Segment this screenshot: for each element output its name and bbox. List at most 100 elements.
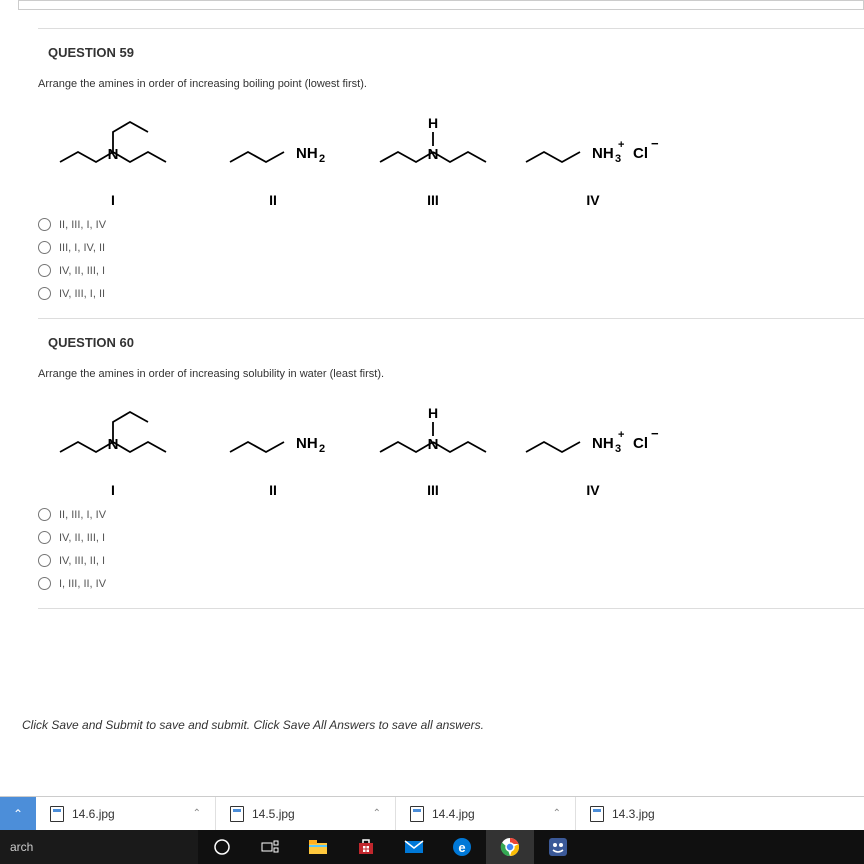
svg-text:e: e: [458, 840, 465, 855]
chevron-up-icon[interactable]: ⌃: [193, 808, 201, 819]
radio[interactable]: [38, 264, 51, 277]
svg-text:NH: NH: [592, 435, 614, 452]
radio[interactable]: [38, 218, 51, 231]
file-explorer-icon[interactable]: [294, 830, 342, 864]
option-label: IV, III, I, II: [59, 288, 105, 300]
svg-text:−: −: [651, 136, 659, 151]
edge-icon[interactable]: e: [438, 830, 486, 864]
radio[interactable]: [38, 287, 51, 300]
option-3[interactable]: IV, III, II, I: [38, 554, 864, 567]
svg-text:Cl: Cl: [633, 145, 648, 162]
cortana-icon[interactable]: [198, 830, 246, 864]
svg-text:3: 3: [615, 153, 621, 165]
structure-2: NH 2 II: [198, 394, 348, 498]
download-item-4[interactable]: 14.3.jpg: [576, 797, 696, 831]
divider: [38, 608, 864, 609]
file-icon: [590, 806, 604, 822]
chevron-up-icon[interactable]: ⌃: [373, 808, 381, 819]
structure-1: N I: [38, 104, 188, 208]
structure-4: NH 3 + Cl − IV: [518, 104, 668, 208]
chevron-up-icon[interactable]: ⌃: [553, 808, 561, 819]
structure-3: H N III: [358, 394, 508, 498]
downloads-bar: ⌃ 14.6.jpg ⌃ 14.5.jpg ⌃ 14.4.jpg ⌃ 14.3.…: [0, 796, 864, 830]
option-label: III, I, IV, II: [59, 242, 105, 254]
question-prompt: Arrange the amines in order of increasin…: [38, 368, 864, 380]
chrome-icon[interactable]: [486, 830, 534, 864]
structure-4: NH 3 + Cl − IV: [518, 394, 668, 498]
taskbar-icons: e: [198, 830, 582, 864]
structure-label: III: [358, 192, 508, 208]
download-filename: 14.4.jpg: [432, 807, 475, 821]
option-2[interactable]: IV, II, III, I: [38, 531, 864, 544]
svg-text:Cl: Cl: [633, 435, 648, 452]
svg-text:N: N: [108, 436, 119, 453]
option-4[interactable]: IV, III, I, II: [38, 287, 864, 300]
question-59: QUESTION 59 Arrange the amines in order …: [0, 29, 864, 300]
question-title: QUESTION 60: [48, 335, 864, 350]
option-label: II, III, I, IV: [59, 509, 106, 521]
structure-label: I: [38, 482, 188, 498]
structure-1: N I: [38, 394, 188, 498]
structure-label: IV: [518, 482, 668, 498]
svg-text:N: N: [108, 146, 119, 163]
chevron-up-icon: ⌃: [13, 807, 23, 821]
svg-text:N: N: [428, 146, 439, 163]
question-60: QUESTION 60 Arrange the amines in order …: [0, 319, 864, 590]
structure-label: III: [358, 482, 508, 498]
svg-text:−: −: [651, 426, 659, 441]
file-icon: [230, 806, 244, 822]
svg-text:NH: NH: [296, 435, 318, 452]
radio[interactable]: [38, 577, 51, 590]
search-input[interactable]: arch: [0, 830, 198, 864]
option-label: IV, II, III, I: [59, 532, 105, 544]
download-filename: 14.5.jpg: [252, 807, 295, 821]
taskview-icon[interactable]: [246, 830, 294, 864]
option-label: IV, II, III, I: [59, 265, 105, 277]
svg-text:3: 3: [615, 443, 621, 455]
option-label: I, III, II, IV: [59, 578, 106, 590]
download-item-2[interactable]: 14.5.jpg ⌃: [216, 797, 396, 831]
svg-text:N: N: [428, 436, 439, 453]
downloads-toggle[interactable]: ⌃: [0, 797, 36, 831]
structure-label: I: [38, 192, 188, 208]
download-filename: 14.3.jpg: [612, 807, 655, 821]
store-icon[interactable]: [342, 830, 390, 864]
options-group: II, III, I, IV III, I, IV, II IV, II, II…: [38, 218, 864, 300]
option-1[interactable]: II, III, I, IV: [38, 508, 864, 521]
question-prompt: Arrange the amines in order of increasin…: [38, 78, 864, 90]
svg-text:2: 2: [319, 153, 325, 165]
download-item-1[interactable]: 14.6.jpg ⌃: [36, 797, 216, 831]
radio[interactable]: [38, 241, 51, 254]
option-label: IV, III, II, I: [59, 555, 105, 567]
radio[interactable]: [38, 508, 51, 521]
structures-row: N I NH 2 II H N: [38, 104, 864, 208]
mail-icon[interactable]: [390, 830, 438, 864]
option-3[interactable]: IV, II, III, I: [38, 264, 864, 277]
file-icon: [50, 806, 64, 822]
file-icon: [410, 806, 424, 822]
search-text: arch: [10, 840, 33, 854]
footer-instruction: Click Save and Submit to save and submit…: [22, 718, 484, 732]
svg-text:NH: NH: [592, 145, 614, 162]
option-label: II, III, I, IV: [59, 219, 106, 231]
svg-text:NH: NH: [296, 145, 318, 162]
structure-3: H N III: [358, 104, 508, 208]
option-2[interactable]: III, I, IV, II: [38, 241, 864, 254]
svg-text:H: H: [428, 115, 438, 131]
svg-text:+: +: [618, 429, 624, 441]
structure-2: NH 2 II: [198, 104, 348, 208]
taskbar: arch e: [0, 830, 864, 864]
options-group: II, III, I, IV IV, II, III, I IV, III, I…: [38, 508, 864, 590]
app-icon[interactable]: [534, 830, 582, 864]
download-item-3[interactable]: 14.4.jpg ⌃: [396, 797, 576, 831]
structure-label: IV: [518, 192, 668, 208]
structure-label: II: [198, 192, 348, 208]
option-1[interactable]: II, III, I, IV: [38, 218, 864, 231]
option-4[interactable]: I, III, II, IV: [38, 577, 864, 590]
empty-input-box: [18, 0, 864, 10]
structures-row: N I NH 2 II H N: [38, 394, 864, 498]
svg-text:H: H: [428, 405, 438, 421]
radio[interactable]: [38, 554, 51, 567]
radio[interactable]: [38, 531, 51, 544]
download-filename: 14.6.jpg: [72, 807, 115, 821]
